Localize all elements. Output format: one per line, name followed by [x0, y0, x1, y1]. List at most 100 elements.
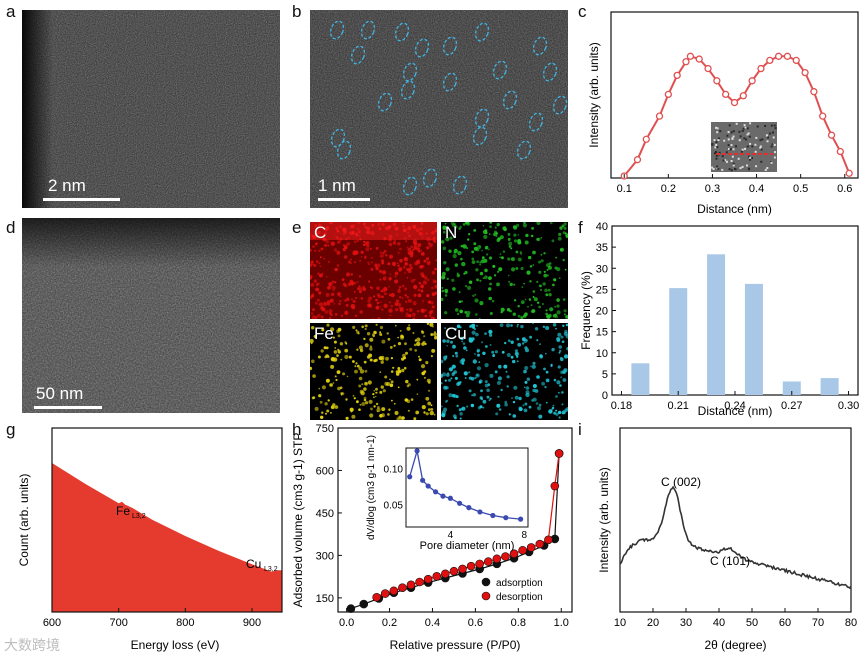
eds-signal-dot	[482, 277, 485, 279]
eds-signal-dot	[381, 407, 386, 412]
eds-signal-dot	[380, 360, 384, 364]
inset-image-pixel	[715, 141, 718, 143]
eds-signal-dot	[508, 413, 511, 416]
atom-circle-marker	[336, 140, 352, 160]
eds-signal-dot	[450, 340, 453, 344]
eds-signal-dot	[367, 303, 372, 308]
profile-point	[766, 56, 774, 65]
eds-signal-dot	[565, 234, 568, 239]
inset-image-pixel	[760, 148, 763, 151]
eds-signal-dot	[314, 249, 317, 252]
eds-signal-dot	[562, 258, 565, 262]
eds-signal-dot	[456, 382, 460, 386]
atom-circle-marker	[442, 36, 458, 56]
eds-signal-dot	[344, 299, 347, 302]
eds-signal-dot	[379, 253, 384, 258]
inset-image-pixel	[745, 138, 748, 141]
eds-signal-dot	[507, 233, 511, 236]
eds-signal-dot	[417, 288, 421, 292]
eds-signal-dot	[423, 335, 426, 338]
eds-signal-dot	[389, 383, 394, 388]
eds-signal-dot	[381, 308, 384, 311]
inset-image-pixel	[746, 164, 748, 167]
eds-signal-dot	[541, 381, 545, 386]
eds-signal-dot	[497, 270, 500, 273]
eds-signal-dot	[537, 406, 541, 411]
eds-signal-dot	[489, 333, 493, 337]
ytick-label-f: 30	[596, 263, 608, 275]
eds-signal-dot	[323, 257, 326, 260]
eds-signal-dot	[494, 370, 498, 374]
eds-signal-dot	[481, 256, 485, 260]
eds-signal-dot	[358, 408, 361, 411]
inset-image-pixel	[746, 133, 749, 136]
eds-signal-dot	[542, 303, 544, 305]
eds-signal-dot	[476, 278, 479, 282]
eds-signal-dot	[493, 353, 495, 356]
isotherm-point-desorption	[554, 449, 564, 458]
eds-signal-dot	[542, 282, 546, 286]
eds-signal-dot	[311, 312, 314, 315]
eds-signal-dot	[315, 260, 319, 263]
isotherm-point-desorption	[526, 543, 536, 552]
eds-signal-dot	[516, 360, 519, 363]
eds-signal-dot	[352, 299, 356, 303]
eds-signal-dot	[399, 296, 402, 299]
eds-signal-dot	[510, 340, 514, 344]
eds-signal-dot	[359, 290, 362, 294]
eds-signal-dot	[538, 403, 542, 407]
eds-signal-dot	[495, 412, 499, 416]
eds-signal-dot	[469, 325, 473, 328]
inset-image-pixel	[751, 145, 754, 148]
profile-point	[845, 169, 853, 177]
eds-signal-dot	[329, 317, 331, 319]
inset-image-pixel	[747, 132, 750, 135]
eds-texture-n	[441, 222, 568, 319]
eds-signal-dot	[539, 284, 542, 288]
eds-signal-dot	[516, 337, 520, 341]
eds-signal-dot	[461, 261, 466, 267]
histogram-bar	[744, 283, 763, 395]
eds-signal-dot	[383, 303, 388, 308]
eds-signal-dot	[454, 327, 457, 330]
eds-signal-dot	[562, 324, 565, 327]
eds-signal-dot	[314, 301, 318, 305]
eds-signal-dot	[471, 394, 473, 397]
eds-signal-dot	[407, 247, 412, 252]
eds-signal-dot	[328, 282, 332, 286]
inset-image-pixel	[731, 155, 734, 158]
eds-signal-dot	[317, 298, 320, 302]
eds-signal-dot	[548, 293, 552, 297]
xlabel-f: Distance (nm)	[698, 404, 773, 418]
eds-signal-dot	[454, 351, 458, 355]
eds-signal-dot	[343, 255, 348, 259]
eds-signal-dot	[394, 411, 399, 415]
eds-signal-dot	[414, 303, 416, 306]
legend-marker-adsorption	[481, 577, 491, 587]
haadf-b-texture	[310, 10, 568, 208]
eds-signal-dot	[517, 323, 519, 326]
eds-signal-dot	[507, 237, 511, 241]
eds-signal-dot	[517, 257, 522, 262]
eds-signal-dot	[530, 304, 533, 306]
scalebar-d	[34, 406, 102, 409]
eds-signal-dot	[532, 290, 536, 293]
eds-signal-dot	[483, 258, 488, 263]
eds-signal-dot	[406, 312, 408, 315]
eds-signal-dot	[349, 407, 354, 412]
eds-signal-dot	[444, 288, 448, 293]
eds-signal-dot	[388, 242, 393, 247]
eds-signal-dot	[546, 401, 548, 404]
profile-point	[713, 77, 721, 85]
eds-label-n: N	[445, 223, 458, 242]
eds-signal-dot	[401, 368, 405, 373]
eds-signal-dot	[398, 288, 401, 291]
inset-pore-point	[490, 512, 496, 519]
inset-image-pixel	[773, 156, 776, 159]
eds-signal-dot	[484, 245, 489, 250]
inset-pore-point	[414, 448, 420, 454]
eds-signal-dot	[387, 262, 391, 266]
ytick-label-f: 20	[596, 306, 608, 318]
inset-pore-point	[457, 500, 463, 506]
eds-signal-dot	[372, 393, 375, 396]
